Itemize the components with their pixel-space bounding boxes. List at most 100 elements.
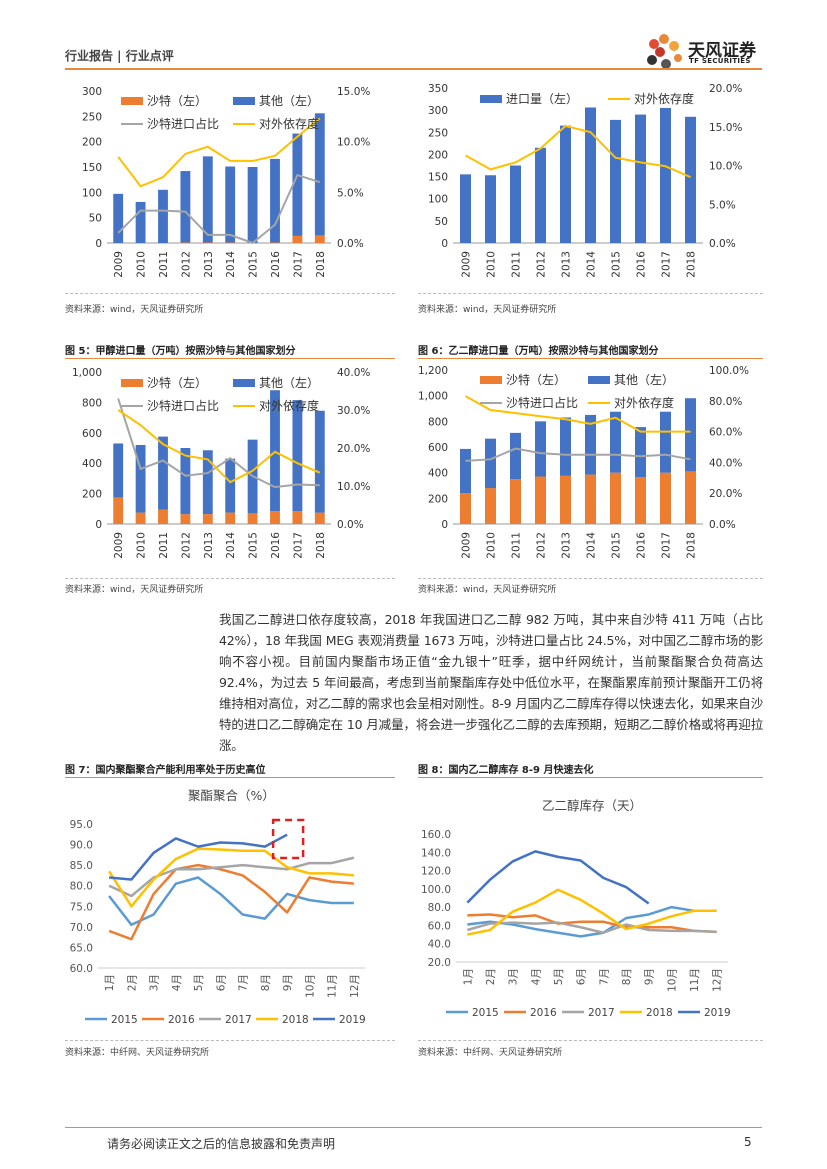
x-tick-label: 8月 [621, 968, 633, 985]
chart-meg-saudi-split: 0 200 400 600 800 1,000 1,200 0.0% 20.0% 40.0% 60.… [418, 365, 749, 559]
x-tick-label: 2009 [113, 251, 125, 278]
series-line [466, 921, 717, 934]
x-tick-label: 3月 [508, 968, 520, 985]
bar [180, 514, 191, 524]
bar [314, 113, 325, 236]
y-tick-right: 20.0% [337, 443, 370, 455]
legend-label: 沙特（左） [506, 372, 566, 387]
x-tick-label: 12月 [349, 974, 361, 998]
y-tick: 80.0 [428, 902, 451, 914]
y-tick-right: 0.0% [709, 238, 736, 250]
legend-label: 2015 [472, 1007, 499, 1019]
y-tick-left: 800 [428, 416, 448, 428]
x-tick-label: 2018 [686, 251, 698, 278]
bar [660, 472, 671, 524]
series-line [465, 447, 691, 462]
bar [510, 165, 521, 243]
bar [113, 497, 124, 524]
y-tick-left: 400 [428, 468, 448, 480]
x-tick-label: 5月 [193, 974, 205, 991]
y-tick-left: 0 [441, 519, 448, 531]
bar [270, 158, 280, 243]
bar [225, 166, 236, 243]
divider [65, 578, 395, 579]
x-tick-label: 2011 [511, 251, 523, 278]
bar [585, 414, 596, 475]
y-tick-right: 10.0% [337, 481, 370, 493]
x-tick-label: 6月 [576, 968, 588, 985]
legend-label: 沙特（左） [147, 93, 207, 108]
y-tick-right: 40.0% [709, 457, 742, 469]
y-tick-left: 0 [95, 238, 102, 250]
header-rule [65, 68, 762, 70]
x-tick-label: 2月 [485, 968, 497, 985]
chart-methanol-import: 0 50 100 150 200 250 300 0.0% 5.0% 10.0% 15.0% 2009… [82, 86, 370, 278]
bar [202, 242, 213, 243]
series-line [108, 863, 354, 941]
x-tick-label: 2016 [636, 251, 648, 278]
legend-label: 其他（左） [614, 372, 674, 387]
bar [485, 488, 496, 524]
x-tick-label: 2012 [180, 251, 192, 278]
y-tick-right: 30.0% [337, 405, 370, 417]
bar [270, 242, 280, 243]
x-tick-label: 11月 [689, 968, 701, 992]
bar [270, 390, 280, 512]
series-line [117, 117, 321, 188]
bar [460, 493, 471, 524]
legend-label: 2017 [588, 1007, 615, 1019]
body-paragraph: 我国乙二醇进口依存度较高，2018 年我国进口乙二醇 982 万吨，其中来自沙特… [219, 612, 763, 753]
y-tick-left: 200 [82, 489, 102, 501]
series-line [117, 409, 321, 484]
x-tick-label: 2010 [136, 251, 148, 278]
legend-swatch [480, 95, 502, 103]
x-tick-label: 2015 [248, 532, 260, 559]
x-tick-label: 12月 [712, 968, 724, 992]
bar [585, 107, 596, 243]
bar [685, 471, 696, 524]
y-tick-left: 150 [428, 172, 448, 184]
x-tick-label: 2017 [292, 251, 304, 278]
bar [660, 411, 671, 473]
bar [585, 474, 596, 524]
bar [560, 125, 571, 243]
bar [202, 156, 213, 243]
x-tick-label: 2017 [292, 532, 304, 559]
series-line [108, 856, 355, 898]
series-line [467, 888, 717, 936]
y-tick-left: 400 [82, 458, 102, 470]
bar [180, 448, 191, 515]
legend-swatch [480, 376, 502, 384]
series-line [465, 124, 691, 179]
source-note: 资料来源：中纤网、天风证券研究所 [418, 1048, 563, 1058]
x-tick-label: 7月 [238, 974, 250, 991]
bar [535, 421, 546, 477]
legend-label: 对外依存度 [634, 91, 694, 106]
x-tick-label: 2013 [203, 532, 215, 559]
y-tick-left: 600 [428, 442, 448, 454]
legend-label: 2016 [168, 1014, 195, 1026]
x-tick-label: 1月 [462, 968, 474, 985]
chart-meg-inventory: 乙二醇库存（天） 20.0 40.0 60.0 80.0 100.0 120.0 140.0 1… [421, 798, 731, 1019]
bar [610, 119, 621, 243]
y-tick-left: 200 [428, 493, 448, 505]
bar [535, 147, 546, 243]
y-tick-left: 800 [82, 397, 102, 409]
footer-disclaimer: 请务必阅读正文之后的信息披露和免责声明 [107, 1137, 336, 1151]
report-type: 行业报告 | 行业点评 [65, 49, 174, 63]
bar [314, 410, 325, 513]
bar [158, 436, 168, 510]
bar [660, 107, 671, 243]
chart-title: 乙二醇库存（天） [542, 798, 642, 813]
highlight-box [271, 818, 305, 860]
y-tick-right: 100.0% [709, 365, 749, 377]
y-tick: 60.0 [428, 920, 451, 932]
page-number: 5 [744, 1135, 752, 1149]
y-tick-left: 200 [428, 149, 448, 161]
y-tick-right: 5.0% [337, 187, 364, 199]
x-tick-label: 2015 [611, 532, 623, 559]
y-tick-left: 50 [89, 213, 102, 225]
bar [158, 189, 168, 243]
source-note: 资料来源：wind，天风证券研究所 [65, 305, 204, 315]
brand-logo [638, 30, 762, 70]
